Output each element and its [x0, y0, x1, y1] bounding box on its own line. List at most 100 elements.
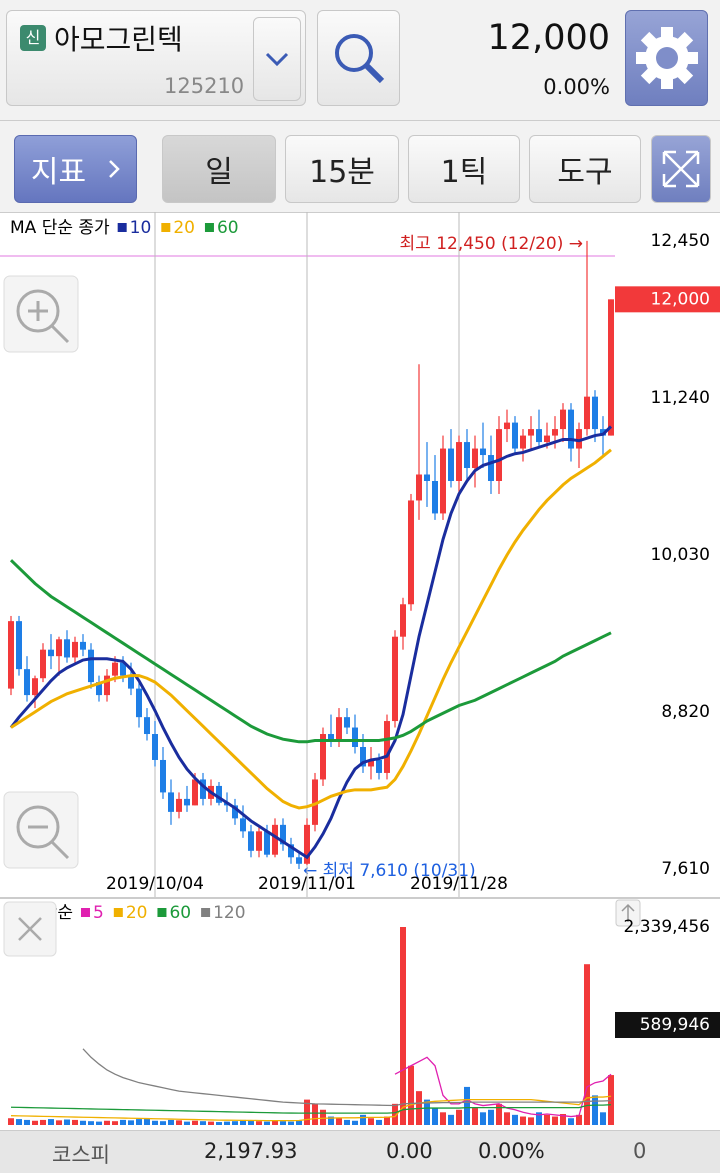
volume-bar [160, 1121, 166, 1125]
volume-bar [144, 1118, 150, 1125]
volume-bar [288, 1121, 294, 1125]
volume-bar [352, 1120, 358, 1125]
legend-swatch [117, 223, 127, 232]
y-tick-label: 2,339,456 [623, 917, 710, 937]
volume-bar [608, 1075, 614, 1125]
index-name: 코스피 [52, 1143, 110, 1167]
candle-body [312, 779, 318, 825]
y-tick-label: 12,450 [651, 231, 710, 251]
volume-bar [456, 1109, 462, 1125]
volume-bar [464, 1086, 470, 1125]
volume-bar [304, 1099, 310, 1125]
indicator-button[interactable]: 지표 [14, 135, 137, 203]
candle-body [72, 641, 78, 658]
zoom-in-button[interactable] [3, 275, 79, 353]
ma-line [9, 425, 613, 860]
candle-body [216, 785, 222, 803]
candle-body [368, 759, 374, 767]
volume-bar [400, 927, 406, 1125]
index-volume: 0 [633, 1139, 647, 1163]
price: 12,000 [487, 18, 610, 58]
candle-body [536, 429, 542, 443]
candle-body [400, 604, 406, 637]
volume-bar [8, 1118, 14, 1125]
close-volume-button[interactable] [3, 901, 57, 957]
candle-body [240, 818, 246, 832]
legend-label: 120 [213, 903, 245, 923]
candle-body [448, 448, 454, 481]
zoom-out-button[interactable] [3, 791, 79, 869]
volume-bar [408, 1065, 414, 1125]
high-annotation: 최고 12,450 (12/20) → [400, 234, 583, 254]
candle-body [560, 409, 566, 430]
candle-body [96, 682, 102, 696]
candle-body [528, 429, 534, 436]
candle-body [272, 824, 278, 855]
settings-button[interactable] [625, 10, 708, 106]
candle-body [320, 734, 326, 780]
volume-bar [208, 1121, 214, 1125]
candle-body [24, 669, 30, 696]
candle-body [488, 455, 494, 481]
dropdown-button[interactable] [253, 17, 301, 101]
volume-bar [176, 1120, 182, 1125]
candle-body [176, 798, 182, 812]
stock-name: 아모그린텍 [54, 23, 183, 56]
volume-bar [536, 1112, 542, 1125]
volume-bar [104, 1120, 110, 1125]
search-button[interactable] [317, 10, 400, 106]
expand-icon [662, 150, 700, 188]
candle-body [592, 396, 598, 430]
ma-line [82, 1048, 612, 1107]
search-icon [334, 34, 384, 84]
expand-button[interactable] [651, 135, 711, 203]
candle-body [88, 649, 94, 683]
scroll-up-button[interactable] [615, 899, 641, 927]
volume-bar [88, 1121, 94, 1125]
candle-body [248, 831, 254, 851]
volume-bar [32, 1120, 38, 1125]
ma-line [9, 559, 612, 744]
volume-bar [64, 1119, 70, 1125]
tab-15min[interactable]: 15분 [285, 135, 399, 203]
tab-day[interactable]: 일 [162, 135, 276, 203]
candle-body [472, 448, 478, 469]
y-tick-label: 11,240 [651, 388, 710, 408]
volume-bar [248, 1120, 254, 1125]
volume-bar [128, 1120, 134, 1125]
chevron-right [109, 160, 120, 178]
tools-button[interactable]: 도구 [529, 135, 641, 203]
footer: 코스피 2,197.93 0.00 0.00% 0 [0, 1130, 720, 1173]
volume-bar [264, 1121, 270, 1125]
volume-bar [360, 1114, 366, 1125]
index-value: 2,197.93 [204, 1139, 298, 1163]
volume-bar [200, 1121, 206, 1125]
volume-bar [592, 1095, 598, 1125]
candle-body [168, 792, 174, 812]
candle-body [392, 636, 398, 722]
legend-swatch [157, 908, 167, 917]
volume-bar [504, 1112, 510, 1125]
candle-body [496, 429, 502, 481]
candle-body [256, 831, 262, 851]
volume-bar [56, 1120, 62, 1125]
tab-1tick[interactable]: 1틱 [408, 135, 520, 203]
volume-bar [440, 1112, 446, 1125]
volume-bar [120, 1119, 126, 1125]
candle-body [384, 721, 390, 773]
candle-body [296, 857, 302, 864]
legend-swatch [201, 908, 211, 917]
candle-body [432, 480, 438, 514]
candle-body [336, 717, 342, 741]
volume-bar [560, 1113, 566, 1125]
volume-bar [320, 1109, 326, 1125]
candle-body [48, 649, 54, 657]
volume-bar [72, 1119, 78, 1125]
candle-body [152, 734, 158, 760]
current-volume-tag [615, 1012, 720, 1038]
chart-area: MA 단순 종가 MA 단순 최고 12,450 (12/20) → ← 최저 … [0, 212, 720, 1125]
header: 신 아모그린텍 125210 12,000 0.00% [0, 0, 720, 121]
candle-body [480, 448, 486, 456]
legend-label: 20 [173, 218, 195, 238]
